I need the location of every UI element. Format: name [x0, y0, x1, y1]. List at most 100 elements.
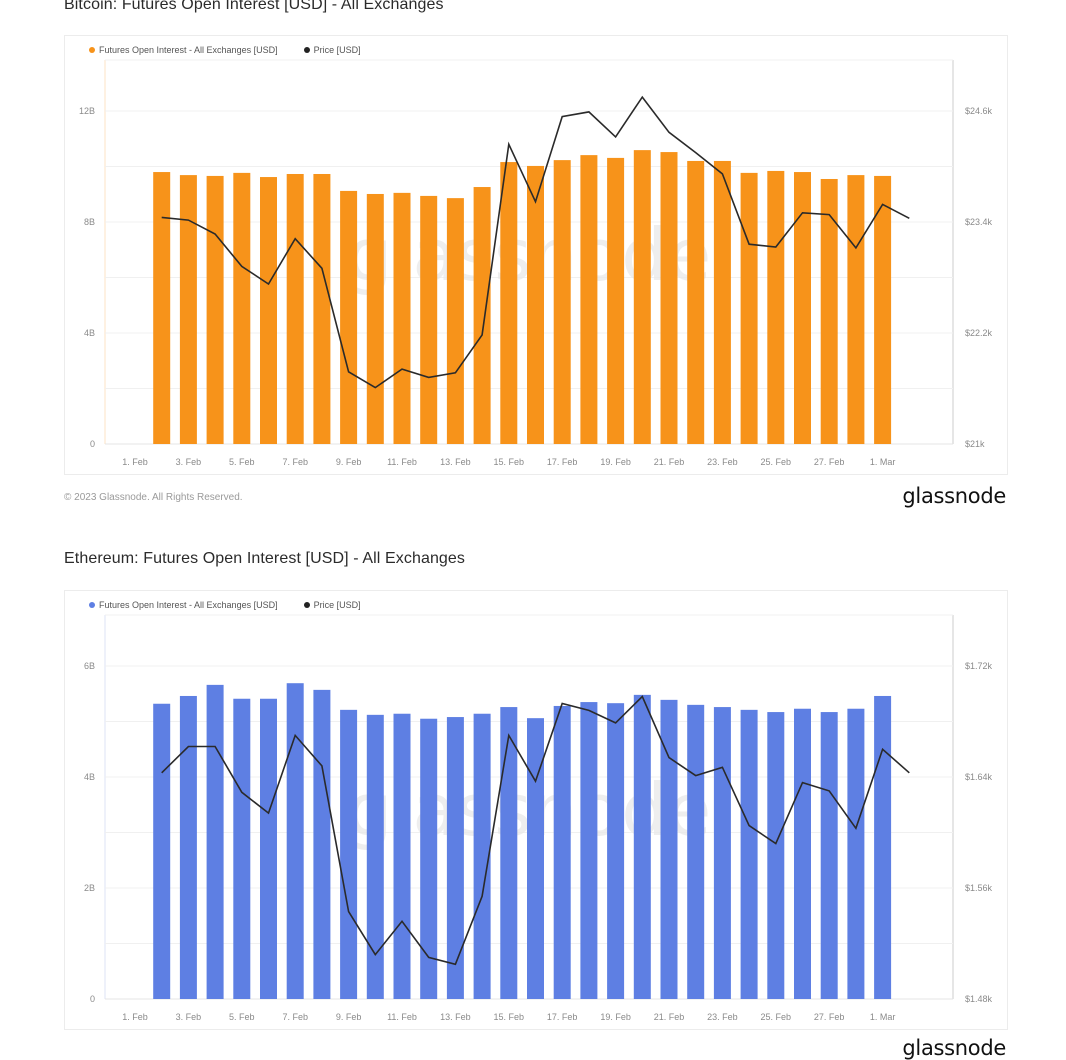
btc-x-tick-label: 25. Feb [761, 457, 792, 467]
eth-left-tick-label: 6B [84, 661, 95, 671]
eth-left-tick-label: 4B [84, 772, 95, 782]
btc-plot: glassnode04B8B12B$21k$22.2k$23.4k$24.6k1… [65, 36, 1007, 474]
btc-x-tick-label: 17. Feb [547, 457, 578, 467]
eth-right-tick-label: $1.64k [965, 772, 993, 782]
eth-oi-bar [260, 699, 277, 999]
btc-oi-bar [661, 152, 678, 444]
btc-oi-bar [687, 161, 704, 444]
eth-oi-bar [313, 690, 330, 999]
eth-oi-bar [874, 696, 891, 999]
eth-oi-bar [714, 707, 731, 999]
eth-x-tick-label: 1. Feb [122, 1012, 148, 1022]
btc-x-tick-label: 19. Feb [600, 457, 631, 467]
btc-x-tick-label: 3. Feb [176, 457, 202, 467]
eth-x-tick-label: 23. Feb [707, 1012, 738, 1022]
eth-oi-bar [340, 710, 357, 999]
btc-left-tick-label: 12B [79, 106, 95, 116]
eth-x-tick-label: 15. Feb [494, 1012, 525, 1022]
btc-oi-bar [313, 174, 330, 444]
eth-x-tick-label: 13. Feb [440, 1012, 471, 1022]
btc-oi-bar [714, 161, 731, 444]
btc-left-tick-label: 4B [84, 328, 95, 338]
eth-x-tick-label: 25. Feb [761, 1012, 792, 1022]
btc-x-tick-label: 1. Mar [870, 457, 896, 467]
btc-oi-bar [420, 196, 437, 444]
btc-oi-bar [367, 194, 384, 444]
eth-oi-bar [207, 685, 224, 999]
eth-oi-bar [607, 703, 624, 999]
eth-oi-bar [447, 717, 464, 999]
eth-oi-bar [500, 707, 517, 999]
btc-x-tick-label: 23. Feb [707, 457, 738, 467]
eth-oi-bar [767, 712, 784, 999]
eth-left-tick-label: 2B [84, 883, 95, 893]
eth-left-tick-label: 0 [90, 994, 95, 1004]
eth-x-tick-label: 11. Feb [387, 1012, 417, 1022]
btc-right-tick-label: $21k [965, 439, 985, 449]
btc-x-tick-label: 1. Feb [122, 457, 148, 467]
btc-right-tick-label: $22.2k [965, 328, 993, 338]
btc-x-tick-label: 5. Feb [229, 457, 255, 467]
btc-chart-panel: Futures Open Interest - All Exchanges [U… [64, 35, 1008, 475]
eth-right-tick-label: $1.48k [965, 994, 993, 1004]
btc-oi-bar [767, 171, 784, 444]
btc-left-tick-label: 8B [84, 217, 95, 227]
eth-oi-bar [794, 709, 811, 999]
eth-oi-bar [367, 715, 384, 999]
glassnode-logo: glassnode [902, 484, 1006, 508]
eth-oi-bar [687, 705, 704, 999]
eth-oi-bar [287, 683, 304, 999]
eth-plot: glassnode02B4B6B$1.48k$1.56k$1.64k$1.72k… [65, 591, 1007, 1029]
btc-right-tick-label: $24.6k [965, 106, 993, 116]
eth-oi-bar [554, 706, 571, 999]
eth-x-tick-label: 9. Feb [336, 1012, 362, 1022]
eth-oi-bar [634, 695, 651, 999]
btc-oi-bar [447, 198, 464, 444]
btc-x-tick-label: 11. Feb [387, 457, 417, 467]
btc-x-tick-label: 15. Feb [494, 457, 525, 467]
eth-x-tick-label: 5. Feb [229, 1012, 255, 1022]
btc-left-tick-label: 0 [90, 439, 95, 449]
btc-x-tick-label: 21. Feb [654, 457, 685, 467]
btc-oi-bar [821, 179, 838, 444]
btc-chart-title: Bitcoin: Futures Open Interest [USD] - A… [64, 0, 444, 14]
eth-oi-bar [394, 714, 411, 999]
btc-x-tick-label: 9. Feb [336, 457, 362, 467]
btc-oi-bar [634, 150, 651, 444]
btc-oi-bar [554, 160, 571, 444]
eth-oi-bar [233, 699, 250, 999]
eth-x-tick-label: 21. Feb [654, 1012, 685, 1022]
eth-oi-bar [527, 718, 544, 999]
eth-right-tick-label: $1.72k [965, 661, 993, 671]
eth-oi-bar [821, 712, 838, 999]
btc-oi-bar [580, 155, 597, 444]
eth-x-tick-label: 1. Mar [870, 1012, 896, 1022]
eth-oi-bar [153, 704, 170, 999]
btc-x-tick-label: 7. Feb [282, 457, 308, 467]
eth-x-tick-label: 7. Feb [282, 1012, 308, 1022]
btc-oi-bar [180, 175, 197, 444]
btc-oi-bar [607, 158, 624, 444]
btc-oi-bar [233, 173, 250, 444]
eth-oi-bar [741, 710, 758, 999]
eth-chart-panel: Futures Open Interest - All Exchanges [U… [64, 590, 1008, 1030]
eth-x-tick-label: 27. Feb [814, 1012, 845, 1022]
eth-oi-bar [847, 709, 864, 999]
btc-oi-bar [340, 191, 357, 444]
btc-right-tick-label: $23.4k [965, 217, 993, 227]
btc-oi-bar [847, 175, 864, 444]
eth-oi-bar [180, 696, 197, 999]
btc-x-tick-label: 27. Feb [814, 457, 845, 467]
btc-oi-bar [874, 176, 891, 444]
copyright-text: © 2023 Glassnode. All Rights Reserved. [64, 492, 243, 503]
btc-oi-bar [741, 173, 758, 444]
btc-oi-bar [287, 174, 304, 444]
eth-right-tick-label: $1.56k [965, 883, 993, 893]
btc-oi-bar [474, 187, 491, 444]
eth-chart-title: Ethereum: Futures Open Interest [USD] - … [64, 550, 465, 568]
btc-oi-bar [500, 162, 517, 444]
eth-x-tick-label: 3. Feb [176, 1012, 202, 1022]
glassnode-logo-2: glassnode [902, 1036, 1006, 1060]
eth-x-tick-label: 19. Feb [600, 1012, 631, 1022]
eth-oi-bar [580, 702, 597, 999]
